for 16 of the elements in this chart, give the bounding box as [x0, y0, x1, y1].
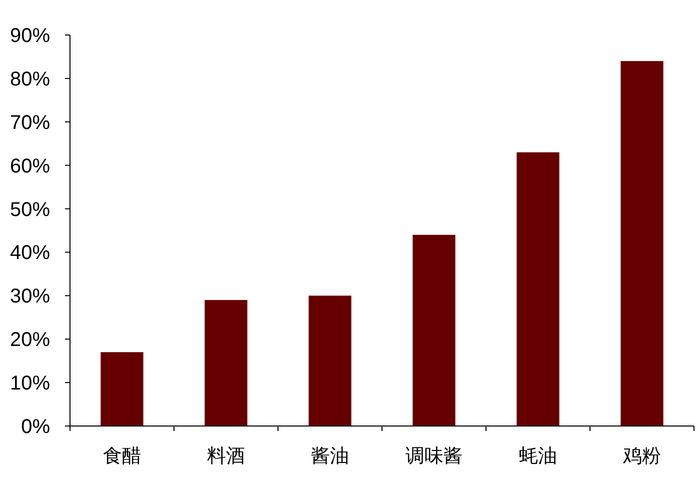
x-tick-label: 蚝油 — [519, 445, 557, 467]
x-tick-label: 调味酱 — [406, 445, 462, 467]
x-tick-label: 料酒 — [207, 445, 245, 467]
y-tick-label: 80% — [10, 68, 50, 90]
y-tick-label: 90% — [10, 25, 50, 47]
x-tick-label: 酱油 — [311, 445, 349, 467]
y-tick-label: 20% — [10, 329, 50, 352]
y-tick-label: 40% — [10, 242, 50, 264]
y-tick-label: 70% — [10, 112, 50, 134]
y-tick-label: 10% — [10, 372, 50, 395]
x-tick-label: 鸡粉 — [622, 445, 661, 467]
x-tick-label: 食醋 — [103, 445, 141, 467]
y-tick-label: 0% — [21, 416, 50, 438]
y-tick-label: 50% — [10, 198, 50, 221]
y-tick-label: 30% — [10, 286, 50, 308]
y-tick-label: 60% — [10, 155, 50, 178]
